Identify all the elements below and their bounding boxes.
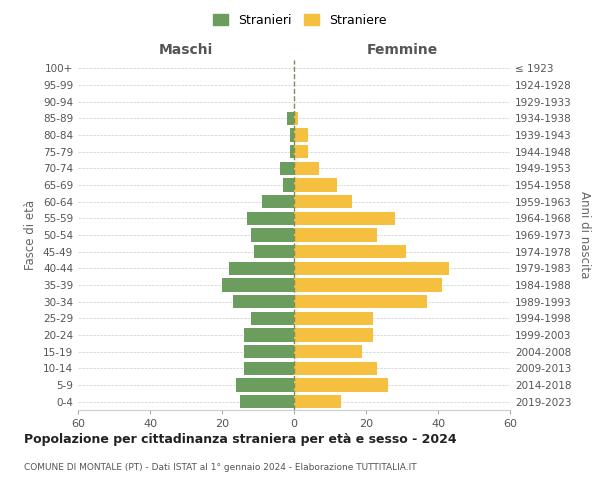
Bar bbox=[294, 212, 395, 225]
Bar bbox=[222, 278, 294, 291]
Bar bbox=[244, 328, 294, 342]
Y-axis label: Fasce di età: Fasce di età bbox=[25, 200, 37, 270]
Bar bbox=[254, 245, 294, 258]
Bar bbox=[290, 128, 294, 141]
Y-axis label: Anni di nascita: Anni di nascita bbox=[578, 192, 591, 278]
Text: Femmine: Femmine bbox=[367, 42, 437, 56]
Bar bbox=[287, 112, 294, 125]
Bar bbox=[262, 195, 294, 208]
Bar bbox=[294, 328, 373, 342]
Bar bbox=[294, 295, 427, 308]
Bar bbox=[294, 278, 442, 291]
Bar bbox=[283, 178, 294, 192]
Bar bbox=[240, 395, 294, 408]
Bar bbox=[294, 145, 308, 158]
Text: COMUNE DI MONTALE (PT) - Dati ISTAT al 1° gennaio 2024 - Elaborazione TUTTITALIA: COMUNE DI MONTALE (PT) - Dati ISTAT al 1… bbox=[24, 462, 416, 471]
Bar bbox=[294, 395, 341, 408]
Bar bbox=[294, 262, 449, 275]
Text: Popolazione per cittadinanza straniera per età e sesso - 2024: Popolazione per cittadinanza straniera p… bbox=[24, 432, 457, 446]
Bar bbox=[294, 345, 362, 358]
Bar bbox=[233, 295, 294, 308]
Bar bbox=[244, 362, 294, 375]
Bar bbox=[251, 228, 294, 241]
Bar bbox=[294, 162, 319, 175]
Bar bbox=[244, 345, 294, 358]
Legend: Stranieri, Straniere: Stranieri, Straniere bbox=[208, 8, 392, 32]
Bar bbox=[294, 178, 337, 192]
Bar bbox=[251, 312, 294, 325]
Bar bbox=[294, 112, 298, 125]
Bar bbox=[247, 212, 294, 225]
Bar bbox=[294, 245, 406, 258]
Bar bbox=[294, 362, 377, 375]
Bar bbox=[229, 262, 294, 275]
Bar bbox=[280, 162, 294, 175]
Bar bbox=[290, 145, 294, 158]
Bar bbox=[294, 228, 377, 241]
Bar bbox=[236, 378, 294, 392]
Bar bbox=[294, 195, 352, 208]
Text: Maschi: Maschi bbox=[159, 42, 213, 56]
Bar bbox=[294, 128, 308, 141]
Bar bbox=[294, 378, 388, 392]
Bar bbox=[294, 312, 373, 325]
